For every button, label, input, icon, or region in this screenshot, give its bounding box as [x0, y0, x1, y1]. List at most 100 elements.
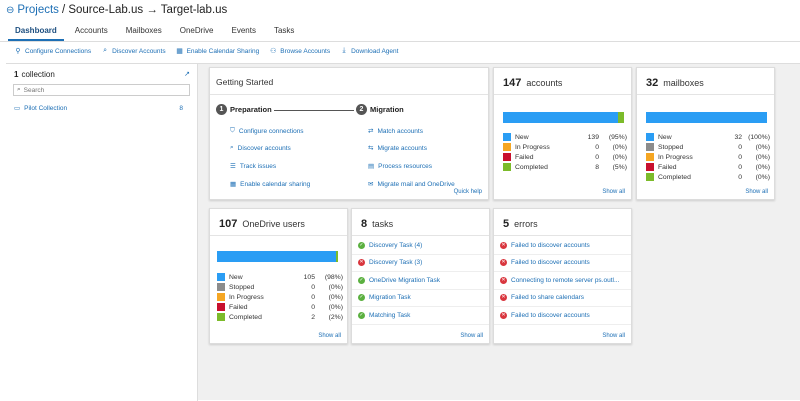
calendar-icon: ▦ [230, 181, 237, 188]
legend-percent: (5%) [612, 163, 627, 171]
legend-percent: (0%) [612, 143, 627, 151]
discover-accounts-link[interactable]: ⌕ Discover accounts [230, 144, 291, 152]
bar-segment [646, 112, 767, 123]
search-icon: ⌕ [17, 86, 21, 93]
shield-icon: ⛉ [230, 127, 235, 134]
collections-header: 1 collection ↗ [6, 67, 197, 81]
match-icon: ⇄ [368, 128, 374, 135]
collection-count: 1 [14, 69, 19, 79]
errors-title: 5 errors [494, 209, 631, 236]
error-icon: ✕ [500, 259, 507, 267]
error-item[interactable]: ✕ Failed to discover accounts [494, 307, 631, 325]
accounts-show-all-link[interactable]: Show all [602, 189, 625, 195]
mailboxes-show-all-link[interactable]: Show all [745, 189, 768, 195]
tasks-show-all-link[interactable]: Show all [460, 333, 483, 339]
legend-label: Stopped [229, 283, 255, 291]
browse-accounts-button[interactable]: ⚇ Browse Accounts [270, 47, 331, 56]
tab-onedrive[interactable]: OneDrive [179, 26, 214, 35]
legend-percent: (0%) [612, 153, 627, 161]
accounts-legend: New 139 (95%) In Progress 0 (0%) Failed 0 (0%) Co… [503, 132, 627, 172]
tab-events[interactable]: Events [231, 26, 256, 35]
step-connector [274, 110, 354, 111]
legend-value: 2 [311, 313, 315, 321]
error-item[interactable]: ✕ Failed to discover accounts [494, 237, 631, 255]
download-agent-button[interactable]: ⤓ Download Agent [340, 47, 399, 55]
legend-label: Failed [515, 153, 534, 161]
bar-segment [335, 251, 338, 262]
mail-icon: ✉ [368, 181, 374, 188]
getting-started-title: Getting Started [210, 68, 488, 95]
step-migration: 2 Migration [356, 104, 404, 115]
back-icon[interactable]: ⊖ [6, 4, 15, 16]
onedrive-progress-bar [217, 251, 338, 262]
legend-label: Stopped [658, 143, 684, 151]
legend-percent: (98%) [324, 273, 343, 281]
resources-icon: ▤ [368, 163, 375, 170]
project-path: / Source-Lab.us → Target-lab.us [61, 4, 228, 16]
legend-swatch [217, 293, 225, 301]
collection-count-label: collection [21, 69, 55, 79]
external-link-icon[interactable]: ↗ [184, 71, 190, 78]
accounts-title: 147 accounts [494, 68, 631, 95]
search-input[interactable] [23, 86, 174, 94]
legend-percent: (95%) [608, 133, 627, 141]
onedrive-show-all-link[interactable]: Show all [318, 333, 341, 339]
errors-list: ✕ Failed to discover accounts ✕ Failed to d… [494, 237, 631, 325]
connections-icon: ⚲ [15, 48, 21, 55]
getting-started-card: Getting Started 1 Preparation 2 Migration … [209, 67, 489, 200]
task-item[interactable]: ✓ Discovery Task (4) [352, 237, 489, 255]
task-item[interactable]: ✓ OneDrive Migration Task [352, 272, 489, 290]
task-item[interactable]: ✕ Discovery Task (3) [352, 255, 489, 272]
discover-accounts-button[interactable]: ⌕ Discover Accounts [101, 47, 165, 55]
legend-percent: (0%) [755, 173, 770, 181]
error-item[interactable]: ✕ Failed to discover accounts [494, 255, 631, 272]
legend-swatch [646, 143, 654, 151]
accounts-card: 147 accounts New 139 (95%) In Progress 0 (0%) F… [493, 67, 632, 200]
legend-percent: (2%) [328, 313, 343, 321]
match-accounts-link[interactable]: ⇄ Match accounts [368, 127, 423, 136]
tab-accounts[interactable]: Accounts [74, 26, 108, 35]
legend-swatch [217, 273, 225, 281]
tasks-title: 8 tasks [352, 209, 489, 236]
track-issues-link[interactable]: ☰ Track issues [230, 162, 277, 171]
projects-link[interactable]: Projects [17, 4, 59, 16]
legend-value: 0 [738, 143, 742, 151]
legend-value: 139 [587, 133, 599, 141]
folder-icon: ▭ [14, 105, 21, 112]
quick-help-link[interactable]: Quick help [453, 189, 482, 195]
search-icon: ⌕ [230, 144, 234, 151]
tab-bar: Dashboard Accounts Mailboxes OneDrive Ev… [0, 24, 800, 42]
onedrive-card: 107 OneDrive users New 105 (98%) Stopped 0 (0%… [209, 208, 348, 344]
migrate-mail-onedrive-link[interactable]: ✉ Migrate mail and OneDrive [368, 180, 455, 189]
legend-swatch [646, 163, 654, 171]
enable-calendar-sharing-link[interactable]: ▦ Enable calendar sharing [230, 180, 311, 189]
tab-mailboxes[interactable]: Mailboxes [125, 26, 162, 35]
enable-calendar-sharing-button[interactable]: ▦ Enable Calendar Sharing [176, 47, 260, 56]
error-item[interactable]: ✕ Connecting to remote server ps.outl... [494, 272, 631, 290]
migrate-accounts-link[interactable]: ⇆ Migrate accounts [368, 144, 427, 153]
errors-show-all-link[interactable]: Show all [602, 333, 625, 339]
task-item[interactable]: ✓ Matching Task [352, 307, 489, 325]
accounts-progress-bar [503, 112, 624, 123]
tab-dashboard[interactable]: Dashboard [8, 24, 64, 41]
tasks-list: ✓ Discovery Task (4) ✕ Discovery Task (3) ✓ O… [352, 237, 489, 325]
bar-segment [503, 112, 618, 123]
process-resources-link[interactable]: ▤ Process resources [368, 162, 432, 171]
collection-item[interactable]: ▭ Pilot Collection 8 [14, 104, 183, 113]
legend-row: Failed 0 (0%) [503, 152, 627, 162]
configure-connections-link[interactable]: ⛉ Configure connections [230, 127, 304, 135]
error-item[interactable]: ✕ Failed to share calendars [494, 290, 631, 307]
legend-value: 8 [595, 163, 599, 171]
task-item[interactable]: ✓ Migration Task [352, 290, 489, 307]
legend-row: Completed 2 (2%) [217, 312, 343, 322]
calendar-icon: ▦ [176, 48, 183, 55]
tab-tasks[interactable]: Tasks [273, 26, 295, 35]
configure-connections-button[interactable]: ⚲ Configure Connections [15, 47, 92, 56]
legend-percent: (100%) [748, 133, 770, 141]
errors-card: 5 errors ✕ Failed to discover accounts ✕ Fai… [493, 208, 632, 344]
search-box: ⌕ [13, 84, 190, 96]
legend-swatch [646, 153, 654, 161]
legend-row: Stopped 0 (0%) [217, 282, 343, 292]
